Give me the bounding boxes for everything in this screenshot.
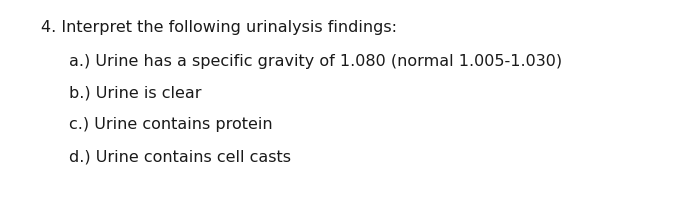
Text: c.) Urine contains protein: c.) Urine contains protein — [69, 117, 272, 132]
Text: b.) Urine is clear: b.) Urine is clear — [69, 86, 201, 101]
Text: d.) Urine contains cell casts: d.) Urine contains cell casts — [69, 149, 290, 164]
Text: 4. Interpret the following urinalysis findings:: 4. Interpret the following urinalysis fi… — [41, 20, 397, 35]
Text: a.) Urine has a specific gravity of 1.080 (normal 1.005-1.030): a.) Urine has a specific gravity of 1.08… — [69, 54, 561, 69]
